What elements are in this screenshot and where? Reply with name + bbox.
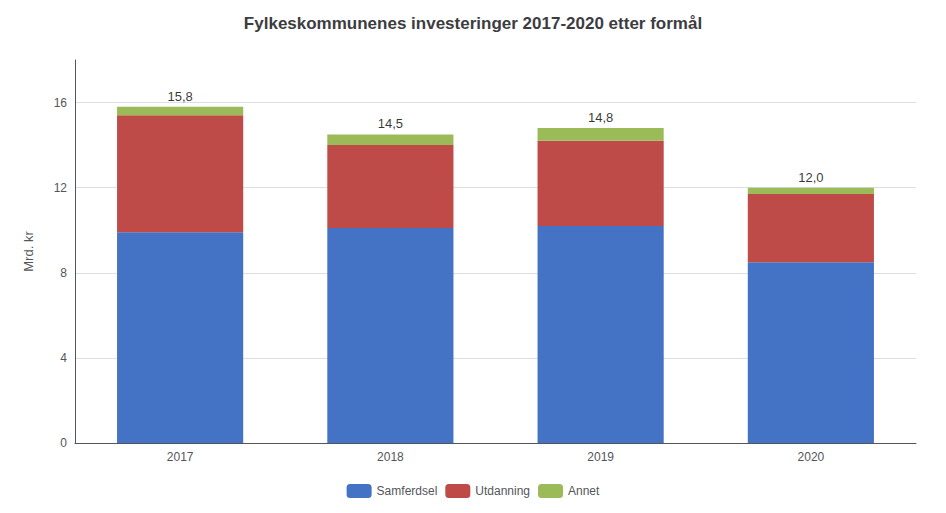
svg-text:16: 16	[54, 96, 68, 110]
svg-text:2018: 2018	[377, 450, 404, 464]
svg-text:15,8: 15,8	[167, 89, 192, 104]
svg-text:8: 8	[60, 266, 67, 280]
svg-text:Fylkeskommunenes investeringer: Fylkeskommunenes investeringer 2017-2020…	[244, 14, 702, 33]
svg-text:14,8: 14,8	[588, 110, 613, 125]
svg-text:Utdanning: Utdanning	[475, 484, 530, 498]
svg-text:Mrd. kr: Mrd. kr	[21, 231, 36, 272]
svg-text:12: 12	[54, 181, 68, 195]
svg-text:12,0: 12,0	[798, 170, 823, 185]
svg-text:0: 0	[60, 436, 67, 450]
svg-text:2020: 2020	[798, 450, 825, 464]
svg-text:Samferdsel: Samferdsel	[377, 484, 438, 498]
svg-text:4: 4	[60, 351, 67, 365]
svg-text:Annet: Annet	[568, 484, 600, 498]
svg-text:2017: 2017	[167, 450, 194, 464]
svg-text:14,5: 14,5	[378, 116, 403, 131]
svg-text:2019: 2019	[587, 450, 614, 464]
